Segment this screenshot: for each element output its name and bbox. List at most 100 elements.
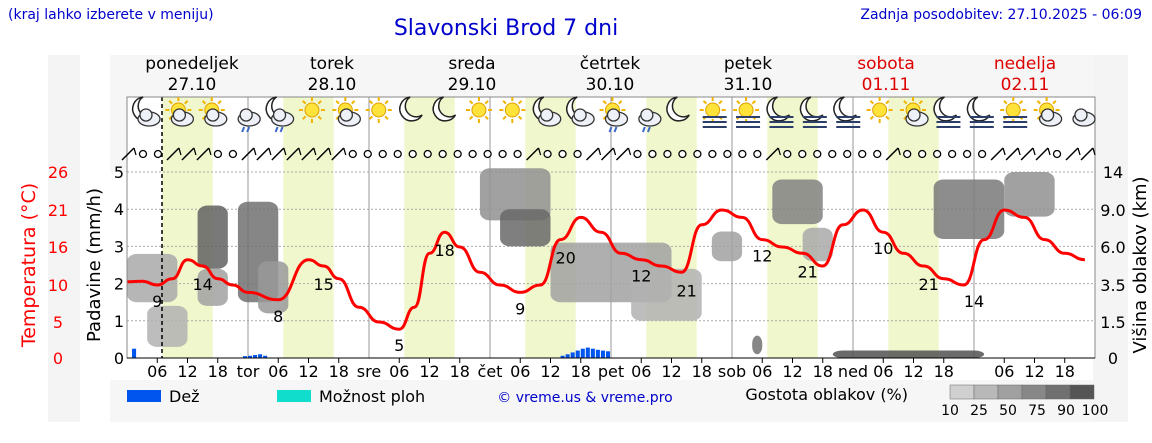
temp-label: 20 xyxy=(555,249,575,268)
cloud-cell xyxy=(1004,172,1055,217)
last-updated: Zadnja posodobitev: 27.10.2025 - 06:09 xyxy=(860,7,1142,23)
sun-cloud-icon xyxy=(198,97,228,127)
wind-calm-icon xyxy=(213,149,223,159)
wind-calm-icon xyxy=(558,149,567,159)
wind-calm-icon xyxy=(363,149,372,159)
wind-calm-icon xyxy=(933,149,942,159)
cloud-height-tick: 14 xyxy=(1103,163,1123,182)
x-hour-label: 12 xyxy=(1024,362,1044,381)
x-hour-label: 18 xyxy=(934,362,954,381)
precip-axis-label: Padavine (mm/h) xyxy=(84,188,105,342)
cloud-cell xyxy=(711,231,743,262)
cloud-icon xyxy=(1072,108,1096,127)
temp-label: 21 xyxy=(918,275,938,294)
x-hour-label: 18 xyxy=(1055,362,1075,381)
sun-cloud-rain-icon xyxy=(599,97,629,133)
sun-cloud-icon xyxy=(165,97,195,127)
wind-calm-icon xyxy=(498,149,507,159)
x-hour-label: 12 xyxy=(782,362,802,381)
wind-calm-icon xyxy=(858,149,867,159)
cloud-cell xyxy=(631,268,702,321)
x-hour-label: 12 xyxy=(540,362,560,381)
region-hint[interactable]: (kraj lahko izberete v meniju) xyxy=(8,7,214,23)
x-hour-label: 12 xyxy=(177,362,197,381)
right-axis-band xyxy=(1093,55,1128,422)
day-date-5: 01.11 xyxy=(862,75,911,95)
chart-title: Slavonski Brod 7 dni xyxy=(393,16,619,41)
moon-fog-icon xyxy=(833,96,861,128)
wind-barb-icon xyxy=(301,147,315,161)
moon-cloud-icon xyxy=(131,96,161,127)
wind-barb-icon xyxy=(298,147,302,156)
temperature-line xyxy=(126,208,1085,331)
wind-row xyxy=(121,147,1096,161)
temp-axis-label: Temperatura (°C) xyxy=(18,183,40,348)
cloud-legend-swatch xyxy=(1069,384,1095,400)
sun-icon xyxy=(499,97,526,123)
cloud-height-tick: 3.5 xyxy=(1100,276,1125,295)
cloud-legend-value: 50 xyxy=(999,403,1017,419)
wind-barb-icon xyxy=(615,147,630,161)
cloud-rain-icon xyxy=(237,108,261,133)
temp-tick: 21 xyxy=(48,201,68,220)
precip-tick: 5 xyxy=(114,163,124,182)
x-hour-label: 06 xyxy=(994,362,1014,381)
wind-calm-icon xyxy=(918,149,927,159)
wind-barb-icon xyxy=(316,147,330,161)
wind-barb-icon xyxy=(765,147,779,161)
wind-calm-icon xyxy=(798,149,807,159)
wind-calm-icon xyxy=(977,149,987,159)
cloud-height-tick: 0 xyxy=(1108,349,1118,368)
wind-calm-icon xyxy=(543,149,552,159)
precip-bar xyxy=(575,350,580,358)
wind-calm-icon xyxy=(453,149,462,159)
day-date-1: 28.10 xyxy=(308,75,357,95)
temp-label: 12 xyxy=(752,247,772,266)
x-hour-label: 12 xyxy=(661,362,681,381)
x-hour-label: 06 xyxy=(389,362,409,381)
wind-calm-icon xyxy=(348,149,357,159)
cloud-cell xyxy=(752,335,763,355)
sun-icon xyxy=(365,97,392,123)
moon-icon xyxy=(666,96,690,122)
temp-tick: 16 xyxy=(48,238,68,257)
x-hour-label: 06 xyxy=(631,362,651,381)
wind-calm-icon xyxy=(423,149,432,159)
wind-calm-icon xyxy=(513,149,522,159)
cloud-cell xyxy=(772,179,823,225)
rain-legend-swatch xyxy=(127,390,161,402)
wind-calm-icon xyxy=(228,149,238,159)
wind-barb-icon xyxy=(328,147,332,156)
wind-calm-icon xyxy=(378,149,387,159)
wind-calm-icon xyxy=(873,149,882,159)
x-day-label: pet xyxy=(598,362,624,381)
x-hour-label: 06 xyxy=(873,362,893,381)
x-day-label: ned xyxy=(838,362,868,381)
moon-cloud-rain-icon xyxy=(265,96,295,133)
day-date-0: 27.10 xyxy=(168,75,217,95)
wind-calm-icon xyxy=(648,149,657,159)
wind-barb-icon xyxy=(268,147,272,156)
sun-cloud-icon xyxy=(332,97,362,127)
cloud-legend-swatch xyxy=(1045,384,1071,400)
x-day-label: sre xyxy=(357,362,381,381)
precip-bar xyxy=(565,354,570,358)
cloud-height-tick: 6.0 xyxy=(1100,238,1125,257)
x-hour-label: 06 xyxy=(147,362,167,381)
wind-barb-icon xyxy=(286,147,300,161)
sun-icon xyxy=(465,97,492,123)
wind-calm-icon xyxy=(708,149,717,159)
cloud-cell xyxy=(500,209,551,247)
cloud-legend-swatch xyxy=(949,384,975,400)
day-name-0: ponedeljek xyxy=(145,54,239,74)
temp-label: 8 xyxy=(273,307,283,326)
wind-barb-icon xyxy=(1005,147,1019,161)
wind-barb-icon xyxy=(196,147,210,161)
moon-fog-icon xyxy=(766,96,794,128)
temp-label: 21 xyxy=(797,262,817,281)
wind-barb-icon xyxy=(885,147,899,161)
cloud-legend-value: 100 xyxy=(1082,403,1109,419)
daytime-band xyxy=(283,97,334,358)
wind-barb-icon xyxy=(181,147,195,161)
